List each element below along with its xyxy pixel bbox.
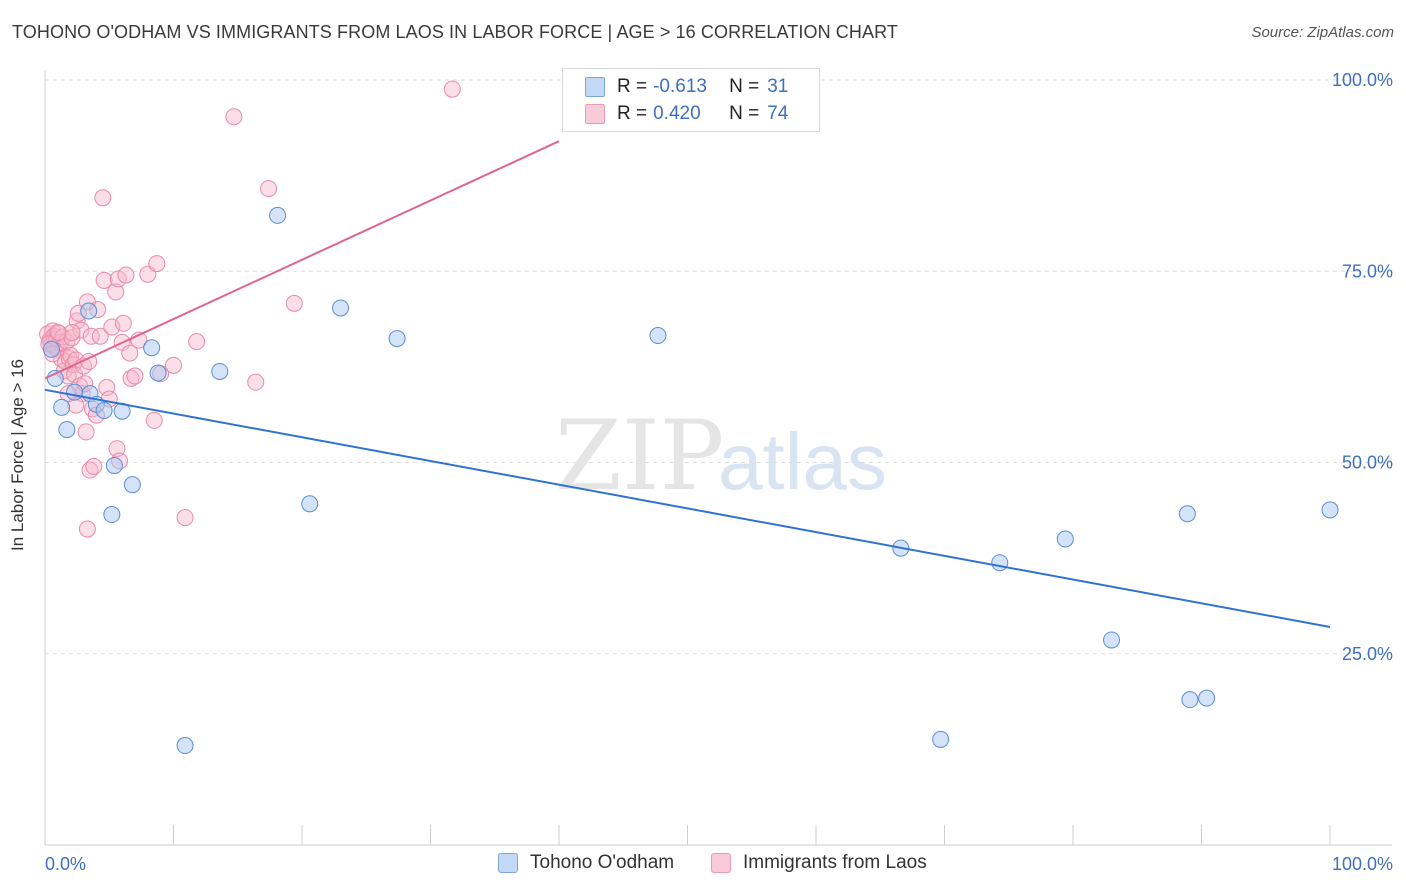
data-point-tohono xyxy=(176,737,194,755)
chart-title: TOHONO O'ODHAM VS IMMIGRANTS FROM LAOS I… xyxy=(12,22,898,42)
data-point-tohono xyxy=(1056,530,1074,548)
data-point-tohono xyxy=(149,364,167,382)
data-point-laos xyxy=(121,344,139,362)
n-value: 74 xyxy=(767,103,789,124)
data-point-laos xyxy=(145,411,163,429)
watermark-atlas: atlas xyxy=(718,417,887,506)
data-point-laos xyxy=(188,333,206,351)
source-label: Source: ZipAtlas.com xyxy=(1251,24,1394,41)
x-tick-label: 100.0% xyxy=(1332,854,1393,874)
data-point-tohono xyxy=(332,299,350,317)
n-label: N = xyxy=(729,76,760,97)
data-point-tohono xyxy=(66,383,84,401)
correlation-legend: R = -0.613 N = 31 R = 0.420 N = 74 xyxy=(562,68,820,132)
series-tohono-oodham xyxy=(42,206,1339,755)
series-immigrants-from-laos xyxy=(39,80,461,538)
legend-row-tohono: R = -0.613 N = 31 xyxy=(585,74,788,100)
y-tick-label: 75.0% xyxy=(1342,261,1393,281)
data-point-tohono xyxy=(1321,501,1339,519)
data-point-tohono xyxy=(123,476,141,494)
data-point-laos xyxy=(78,520,96,538)
data-point-laos xyxy=(148,255,166,273)
data-point-tohono xyxy=(649,327,667,345)
data-point-tohono xyxy=(1103,631,1121,649)
data-point-laos xyxy=(94,189,112,207)
trend-line-laos xyxy=(44,140,560,380)
data-point-tohono xyxy=(95,401,113,419)
legend-swatch-pink xyxy=(711,853,731,873)
data-point-laos xyxy=(85,457,103,475)
n-value: 31 xyxy=(767,76,789,97)
data-point-laos xyxy=(126,367,144,385)
r-label: R = xyxy=(617,103,648,124)
trend-line-tohono xyxy=(44,388,1331,628)
data-point-tohono xyxy=(103,506,121,524)
legend-item-laos[interactable]: Immigrants from Laos xyxy=(711,852,927,874)
data-point-laos xyxy=(49,323,67,341)
r-value: 0.420 xyxy=(653,103,701,124)
data-point-laos xyxy=(165,356,182,374)
watermark-zip: ZIP xyxy=(555,400,724,512)
data-point-laos xyxy=(117,266,135,284)
data-point-tohono xyxy=(991,554,1009,572)
data-point-tohono xyxy=(932,730,950,748)
n-label: N = xyxy=(729,103,760,124)
data-point-laos xyxy=(82,327,100,345)
data-point-tohono xyxy=(388,330,406,348)
data-point-tohono xyxy=(301,495,319,513)
trend-lines xyxy=(44,140,1331,628)
data-point-laos xyxy=(63,323,81,341)
data-point-tohono xyxy=(105,457,123,475)
series-legend: Tohono O'odham Immigrants from Laos xyxy=(0,852,1406,878)
data-point-tohono xyxy=(80,302,98,320)
legend-row-laos: R = 0.420 N = 74 xyxy=(585,101,788,127)
data-point-tohono xyxy=(1178,505,1196,523)
data-point-laos xyxy=(260,180,278,198)
legend-label-laos: Immigrants from Laos xyxy=(743,852,927,873)
y-tick-label: 25.0% xyxy=(1342,644,1393,664)
data-point-tohono xyxy=(1198,689,1216,707)
data-point-laos xyxy=(176,509,194,527)
grid-lines xyxy=(45,79,1392,655)
data-point-laos xyxy=(77,423,95,441)
data-point-tohono xyxy=(143,339,161,357)
legend-swatch-blue xyxy=(585,77,605,97)
data-point-laos xyxy=(285,294,303,312)
tick-labels: 100.0% 75.0% 50.0% 25.0% 0.0% 100.0% xyxy=(45,70,1393,874)
data-point-laos xyxy=(91,327,109,345)
data-point-laos xyxy=(443,80,461,98)
legend-swatch-pink xyxy=(585,104,605,124)
data-point-laos xyxy=(225,108,243,126)
axes xyxy=(44,70,1392,846)
data-point-tohono xyxy=(58,421,76,439)
data-point-laos xyxy=(109,270,127,288)
data-point-tohono xyxy=(211,362,229,380)
legend-label-tohono: Tohono O'odham xyxy=(530,852,675,873)
data-point-laos xyxy=(114,314,132,332)
y-tick-label: 100.0% xyxy=(1332,70,1393,90)
data-point-tohono xyxy=(1181,691,1199,709)
data-point-tohono xyxy=(42,340,60,358)
data-point-laos xyxy=(107,283,125,301)
data-point-laos xyxy=(95,271,113,289)
data-point-tohono xyxy=(53,398,71,416)
legend-swatch-blue xyxy=(498,853,518,873)
y-tick-label: 50.0% xyxy=(1342,453,1393,473)
r-label: R = xyxy=(617,76,648,97)
data-point-tohono xyxy=(269,206,287,224)
watermark: ZIP atlas xyxy=(555,400,887,512)
r-value: -0.613 xyxy=(653,76,707,97)
legend-item-tohono[interactable]: Tohono O'odham xyxy=(498,852,674,874)
x-tick-label: 0.0% xyxy=(45,854,86,874)
data-point-laos xyxy=(247,373,265,391)
